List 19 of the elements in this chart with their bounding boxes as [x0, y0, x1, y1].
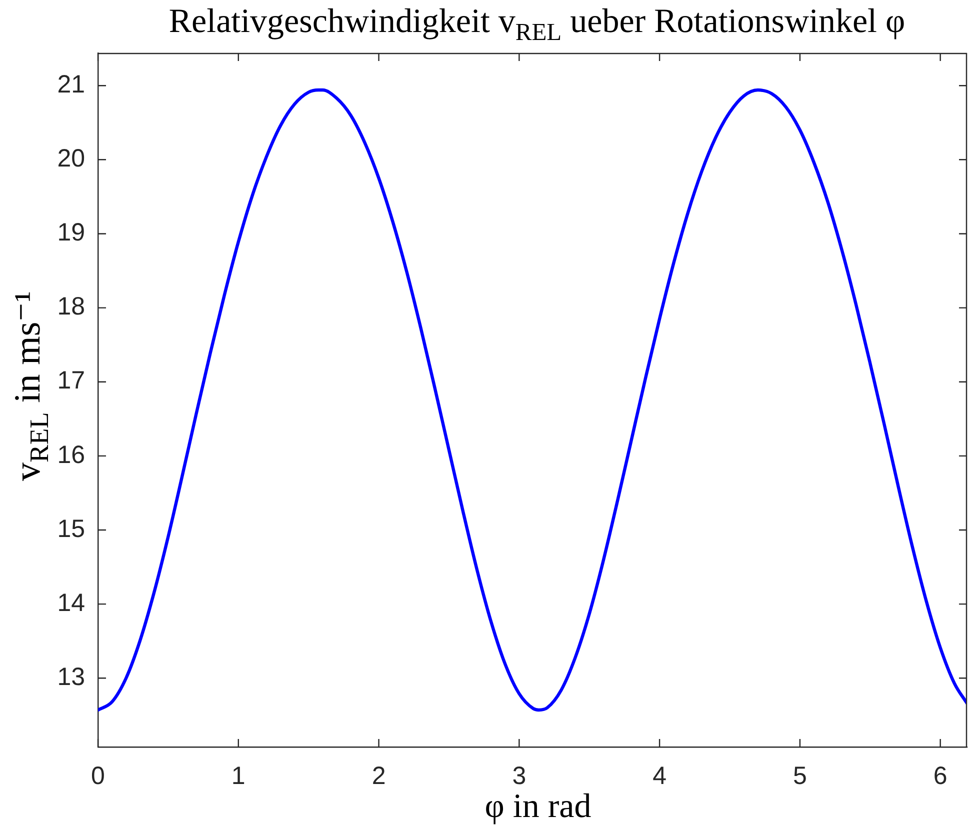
y-tick-label: 19 [57, 218, 85, 247]
x-tick-label: 3 [512, 762, 526, 790]
y-tick-label: 17 [57, 366, 85, 395]
y-tick-label: 21 [57, 70, 85, 98]
x-tick-label: 0 [91, 762, 105, 790]
x-tick-label: 5 [792, 762, 807, 790]
x-axis-title: φ in rad [484, 788, 592, 825]
y-tick-label: 13 [57, 663, 85, 692]
x-tick-label: 1 [231, 762, 246, 790]
x-tick-label: 4 [652, 762, 667, 790]
chart-title: Relativgeschwindigkeit v$_{REL}$ ueber Rotationswinkel φ [168, 3, 906, 46]
y-tick-label: 16 [57, 440, 85, 469]
x-tick-label: 6 [933, 762, 948, 790]
line-series [98, 88, 967, 712]
y-tick-label: 15 [57, 514, 85, 543]
y-tick-label: 14 [57, 588, 86, 617]
y-tick-label: 20 [57, 144, 85, 173]
y-tick-label: 18 [57, 292, 85, 321]
x-tick-label: 2 [372, 762, 386, 790]
